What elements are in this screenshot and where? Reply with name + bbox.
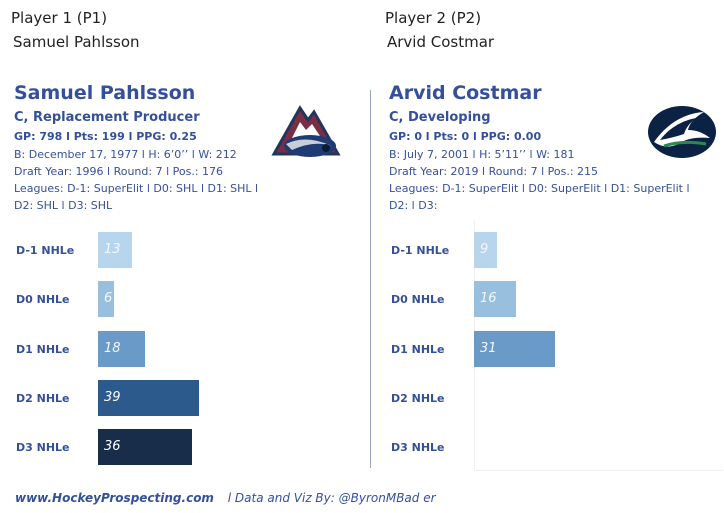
p2-leagues-line2: D2: l D3: [389, 199, 438, 212]
panel-divider [370, 90, 371, 468]
p1-name: Samuel Pahlsson [14, 82, 196, 104]
p2-leagues-line1: Leagues: D-1: SuperElit l D0: SuperElit … [389, 182, 690, 195]
nhle-bar [98, 232, 132, 268]
p2-stats: GP: 0 l Pts: 0 l PPG: 0.00 [389, 130, 542, 143]
colorado-avalanche-logo [262, 100, 348, 168]
p1-title: Player 1 (P1) [11, 9, 108, 27]
p2-name: Arvid Costmar [389, 82, 542, 104]
footer: www.HockeyProspecting.com l Data and Viz… [15, 491, 436, 505]
p1-bio: B: December 17, 1977 l H: 6’0’’ l W: 212 [14, 148, 237, 161]
category-label: D-1 NHLe [16, 244, 75, 257]
p1-stats: GP: 798 l Pts: 199 l PPG: 0.25 [14, 130, 197, 143]
category-label: D3 NHLe [391, 441, 445, 454]
p2-bio: B: July 7, 2001 l H: 5’11’’ l W: 181 [389, 148, 575, 161]
nhle-bar [98, 331, 145, 367]
footer-site: www.HockeyProspecting.com [15, 491, 214, 505]
category-label: D1 NHLe [391, 343, 445, 356]
category-label: D0 NHLe [16, 293, 70, 306]
nhle-bar [98, 281, 114, 317]
category-label: D0 NHLe [391, 293, 445, 306]
bar-value-label: 6 [104, 291, 113, 306]
p2-role: C, Developing [389, 110, 491, 125]
bar-value-label: 31 [480, 341, 497, 356]
category-label: D2 NHLe [391, 392, 445, 405]
nhle-bar [474, 331, 555, 367]
bar-value-label: 13 [104, 242, 121, 257]
bar-value-label: 16 [480, 291, 497, 306]
bar-value-label: 39 [104, 390, 121, 405]
category-label: D1 NHLe [16, 343, 70, 356]
p1-role: C, Replacement Producer [14, 110, 200, 125]
p1-header-name: Samuel Pahlsson [13, 33, 140, 51]
nhle-bar [474, 232, 497, 268]
p2-title: Player 2 (P2) [385, 9, 482, 27]
category-label: D2 NHLe [16, 392, 70, 405]
category-label: D3 NHLe [16, 441, 70, 454]
vancouver-canucks-logo [644, 100, 720, 168]
p2-nhle-chart: D-1 NHLe 9 D0 NHLe 16 D1 NHLe 31 D2 NHLe D3 NHL… [372, 0, 724, 480]
nhle-bar [98, 380, 199, 416]
bar-value-label: 36 [104, 439, 121, 454]
p1-leagues-line2: D2: SHL l D3: SHL [14, 199, 113, 212]
p1-nhle-chart: D-1 NHLe 13 D0 NHLe 6 D1 NHLe 18 D2 NHLe 39 D3 N… [0, 0, 370, 480]
p2-draft: Draft Year: 2019 l Round: 7 l Pos.: 215 [389, 165, 599, 178]
nhle-bar [98, 429, 192, 465]
p1-draft: Draft Year: 1996 l Round: 7 l Pos.: 176 [14, 165, 224, 178]
bar-value-label: 9 [480, 242, 489, 257]
p1-leagues-line1: Leagues: D-1: SuperElit l D0: SHL l D1: … [14, 182, 259, 195]
p2-header-name: Arvid Costmar [387, 33, 495, 51]
category-label: D-1 NHLe [391, 244, 450, 257]
nhle-bar [474, 281, 516, 317]
bar-value-label: 18 [104, 341, 121, 356]
footer-credit: l Data and Viz By: @ByronMBad er [227, 491, 436, 505]
